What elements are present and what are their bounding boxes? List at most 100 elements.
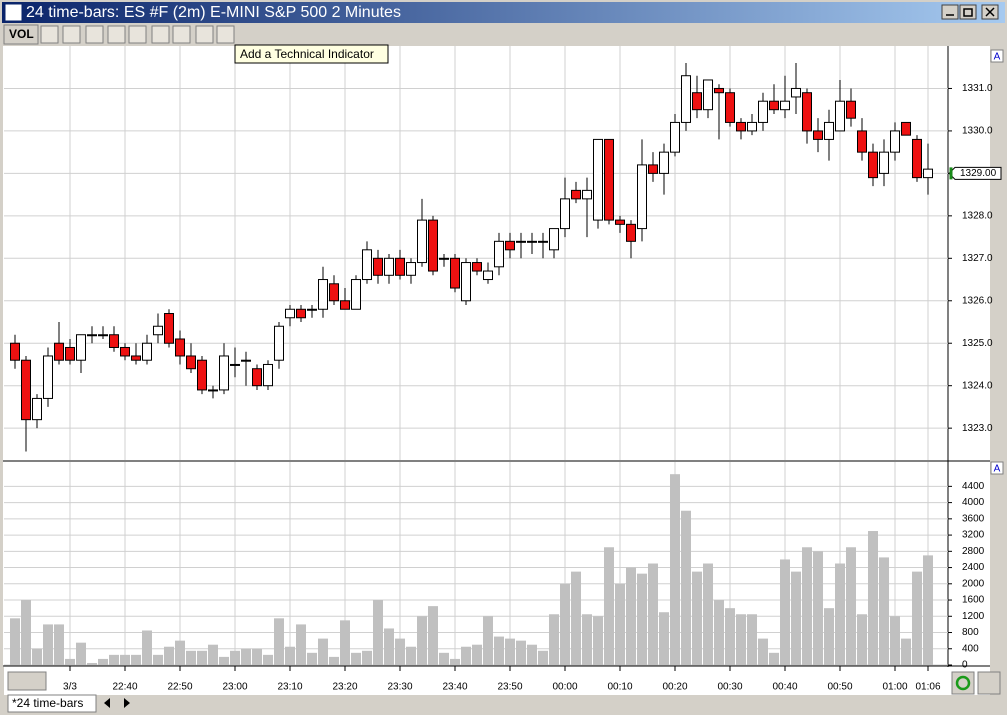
y-tick-label: 3200 (962, 530, 985, 541)
charts: 3/3 22:40 22:50 23:00 23:10 23:20 23:30 23:40 23… (4, 46, 1002, 693)
volume-bar (43, 624, 53, 665)
tool-icon[interactable] (151, 25, 170, 44)
y-tick-label: 1200 (962, 611, 985, 622)
candle-body (230, 363, 240, 366)
candle-body (714, 87, 724, 94)
y-tick-label: 1328.0 (962, 210, 993, 221)
candle-body (98, 334, 108, 337)
lock-button[interactable] (977, 671, 1001, 695)
volume-bar (483, 616, 493, 665)
y-tick-label: 2400 (962, 562, 985, 573)
panel-button[interactable] (990, 461, 1004, 475)
candle-body (340, 300, 350, 310)
x-tick-label: 00:20 (662, 682, 687, 693)
tool-icon[interactable] (62, 25, 81, 44)
volume-bar (98, 658, 108, 665)
refresh-button[interactable] (951, 671, 975, 695)
tab-scroll-arrows[interactable] (104, 698, 130, 708)
volume-bar (318, 638, 328, 665)
candle-body (153, 325, 163, 336)
volume-bar (538, 650, 548, 665)
time-axis (4, 667, 990, 695)
candle-body (87, 334, 97, 337)
tool-icon[interactable] (216, 25, 235, 44)
last-price-flag (948, 166, 1002, 180)
volume-bar (120, 654, 130, 665)
candle-body (351, 279, 361, 310)
volume-bar (648, 563, 658, 665)
title-bar (2, 2, 1005, 23)
y-tick-label: 1331.0 (962, 83, 993, 94)
volume-bar (362, 650, 372, 665)
candle-body (615, 219, 625, 225)
volume-bar (670, 474, 680, 665)
candle-body (912, 138, 922, 179)
volume-bar (549, 614, 559, 665)
minimize-button[interactable] (941, 4, 959, 20)
tool-icon[interactable] (40, 25, 59, 44)
toolbar-icons[interactable] (40, 25, 235, 44)
volume-bar (230, 650, 240, 665)
tool-icon[interactable] (195, 25, 214, 44)
tab[interactable] (7, 694, 97, 713)
tool-icon[interactable] (128, 25, 147, 44)
candle-body (890, 130, 900, 153)
volume-bar (681, 510, 691, 665)
volume-bar (516, 640, 526, 665)
panel-button[interactable] (990, 49, 1004, 63)
volume-bar (747, 614, 757, 665)
vol-button-label: VOL (9, 27, 34, 41)
volume-bar (802, 547, 812, 665)
volume-bar (593, 616, 603, 665)
candle-body (197, 359, 207, 391)
x-tick-label: 23:20 (332, 682, 357, 693)
volume-bar (890, 616, 900, 665)
volume-bar (923, 555, 933, 665)
candle-body (142, 342, 152, 361)
tooltip (234, 44, 389, 64)
x-tick-label: 00:30 (717, 682, 742, 693)
maximize-button[interactable] (959, 4, 977, 20)
x-tick-label: 23:00 (222, 682, 247, 693)
y-tick-label: 4000 (962, 497, 985, 508)
candle-body (703, 79, 713, 111)
volume-bar (571, 571, 581, 665)
y-tick-label: 2000 (962, 578, 985, 589)
y-tick-label: 800 (962, 627, 979, 638)
candle-body (637, 164, 647, 230)
x-tick-label: 23:10 (277, 682, 302, 693)
candle-body (758, 100, 768, 123)
tool-icon[interactable] (107, 25, 126, 44)
tool-icon[interactable] (172, 25, 191, 44)
refresh-icon (955, 675, 971, 691)
candle-body (923, 168, 933, 179)
candle-body (406, 262, 416, 276)
volume-bar (428, 606, 438, 665)
volume-bar (901, 638, 911, 665)
y-tick-label: 1330.0 (962, 126, 993, 137)
candle-body (252, 368, 262, 387)
candle-body (373, 257, 383, 276)
y-tick-label: 1326.0 (962, 295, 993, 306)
volume-bar (87, 662, 97, 665)
volume-bar (54, 624, 64, 665)
vol-button[interactable] (3, 24, 39, 45)
candle-body (516, 240, 526, 243)
window-controls[interactable] (941, 4, 999, 20)
candle-body (857, 130, 867, 153)
volume-bar (582, 614, 592, 665)
side-strip (990, 46, 1005, 667)
volume-bar (450, 658, 460, 665)
volume-bar (846, 547, 856, 665)
candle-body (802, 92, 812, 132)
candle-body (384, 257, 394, 276)
candle-body (186, 355, 196, 370)
volume-bar (285, 646, 295, 665)
candle-body (263, 363, 273, 387)
window-title: 24 time-bars: ES #F (2m) E-MINI S&P 500 … (26, 4, 401, 21)
y-tick-label: 0 (962, 660, 968, 671)
tool-icon[interactable] (85, 25, 104, 44)
y-tick-label: 1600 (962, 595, 985, 606)
volume-bar (76, 642, 86, 665)
candle-body (835, 100, 845, 132)
